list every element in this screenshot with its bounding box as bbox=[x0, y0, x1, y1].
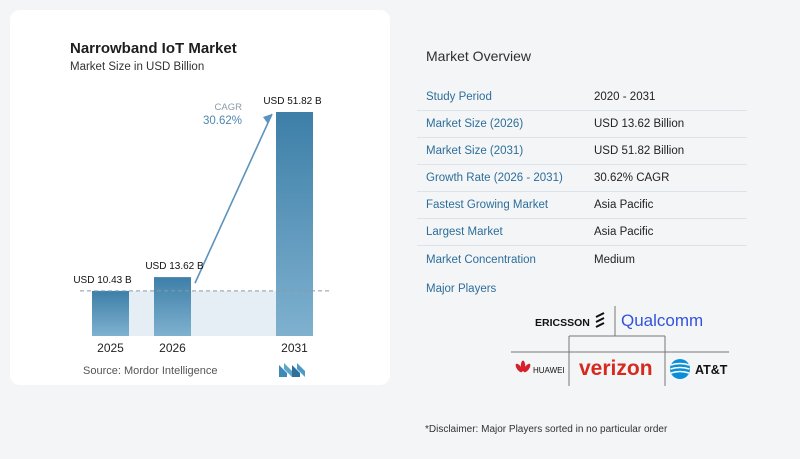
row-value: Medium bbox=[594, 253, 635, 266]
major-players-logos: ERICSSON Qualcomm HUAWEI verizon AT&T bbox=[511, 306, 729, 386]
overview-row: Market Concentration Medium bbox=[417, 246, 747, 273]
chart-subtitle: Market Size in USD Billion bbox=[70, 61, 205, 73]
overview-row: Growth Rate (2026 - 2031) 30.62% CAGR bbox=[417, 165, 747, 192]
row-key: Largest Market bbox=[426, 226, 503, 238]
source-text: Source: Mordor Intelligence bbox=[83, 365, 218, 377]
row-value: 2020 - 2031 bbox=[594, 91, 656, 103]
data-label-2026: USD 13.62 B bbox=[145, 261, 204, 272]
att-globe-icon bbox=[670, 359, 690, 379]
major-players-title: Major Players bbox=[426, 283, 497, 295]
chart-title: Narrowband IoT Market bbox=[70, 40, 237, 57]
ericsson-logo: ERICSSON bbox=[535, 317, 590, 329]
row-value: Asia Pacific bbox=[594, 226, 654, 238]
row-key: Market Size (2031) bbox=[426, 145, 524, 157]
row-value: 30.62% CAGR bbox=[594, 172, 670, 184]
bar-2025 bbox=[92, 290, 129, 336]
huawei-icon bbox=[515, 360, 531, 373]
row-key: Market Concentration bbox=[426, 253, 536, 266]
bar-chart: USD 10.43 B USD 13.62 B USD 51.82 B 2025 202… bbox=[73, 96, 330, 355]
row-value: USD 51.82 Billion bbox=[594, 145, 685, 157]
bar-2031 bbox=[276, 112, 313, 336]
x-tick-2025: 2025 bbox=[97, 341, 124, 355]
huawei-logo: HUAWEI bbox=[533, 366, 565, 375]
row-value: Asia Pacific bbox=[594, 199, 654, 211]
x-tick-2031: 2031 bbox=[281, 341, 308, 355]
cagr-value: 30.62% bbox=[203, 115, 242, 127]
overview-row: Largest Market Asia Pacific bbox=[417, 219, 747, 246]
disclaimer-text: *Disclaimer: Major Players sorted in no … bbox=[425, 424, 668, 435]
bar-2026 bbox=[154, 277, 191, 336]
cagr-label: CAGR bbox=[215, 102, 243, 113]
data-label-2031: USD 51.82 B bbox=[263, 96, 322, 107]
overview-row: Fastest Growing Market Asia Pacific bbox=[417, 192, 747, 219]
overview-row: Market Size (2031) USD 51.82 Billion bbox=[417, 138, 747, 165]
data-label-2025: USD 10.43 B bbox=[73, 275, 132, 286]
overview-table: Study Period 2020 - 2031 Market Size (202… bbox=[417, 84, 747, 273]
cagr-arrowhead bbox=[263, 114, 272, 124]
verizon-logo: verizon bbox=[579, 357, 653, 380]
ericsson-icon bbox=[595, 312, 605, 328]
row-key: Study Period bbox=[426, 91, 492, 103]
att-logo: AT&T bbox=[695, 363, 728, 377]
row-key: Fastest Growing Market bbox=[426, 199, 549, 211]
row-key: Growth Rate (2026 - 2031) bbox=[426, 172, 563, 184]
overview-title: Market Overview bbox=[426, 48, 532, 64]
row-key: Market Size (2026) bbox=[426, 118, 524, 130]
x-tick-2026: 2026 bbox=[159, 341, 186, 355]
overview-row: Study Period 2020 - 2031 bbox=[417, 84, 747, 111]
mordor-logo-icon bbox=[279, 363, 305, 377]
qualcomm-logo: Qualcomm bbox=[621, 311, 703, 330]
overview-row: Market Size (2026) USD 13.62 Billion bbox=[417, 111, 747, 138]
row-value: USD 13.62 Billion bbox=[594, 118, 685, 130]
cagr-arrow bbox=[194, 113, 273, 284]
